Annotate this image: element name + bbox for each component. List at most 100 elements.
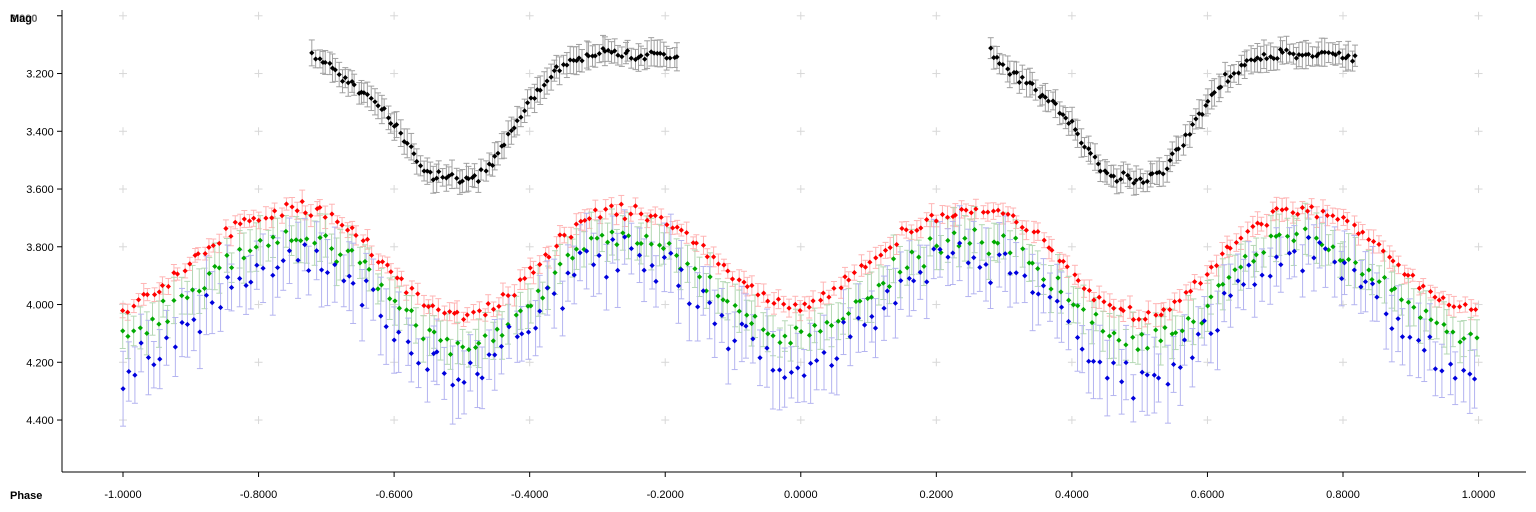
data-point bbox=[408, 144, 414, 150]
data-point bbox=[977, 264, 983, 271]
data-point bbox=[1192, 279, 1198, 285]
data-point bbox=[596, 51, 602, 57]
data-point bbox=[1351, 222, 1358, 228]
x-tick-label: -0.2000 bbox=[647, 489, 684, 501]
data-point bbox=[1049, 247, 1055, 253]
data-point bbox=[1352, 53, 1358, 59]
data-point bbox=[1299, 205, 1305, 211]
data-point bbox=[209, 299, 215, 306]
data-point bbox=[179, 319, 185, 326]
data-point bbox=[1173, 330, 1179, 336]
data-point bbox=[172, 344, 178, 350]
data-point bbox=[1162, 325, 1168, 331]
data-point bbox=[793, 325, 799, 331]
data-point bbox=[568, 234, 574, 240]
data-point bbox=[776, 367, 783, 373]
data-point bbox=[328, 246, 335, 252]
data-point bbox=[1119, 379, 1125, 385]
data-point bbox=[995, 240, 1001, 246]
data-point bbox=[184, 321, 191, 328]
data-point bbox=[1135, 347, 1141, 353]
data-point bbox=[911, 278, 917, 284]
data-point bbox=[1070, 302, 1077, 308]
data-point bbox=[1107, 302, 1113, 308]
data-point bbox=[349, 225, 355, 231]
data-point bbox=[1190, 319, 1197, 325]
data-point bbox=[592, 207, 598, 213]
data-point bbox=[425, 304, 432, 310]
data-point bbox=[156, 289, 162, 295]
data-point bbox=[537, 308, 543, 314]
data-point bbox=[157, 356, 163, 362]
data-point bbox=[802, 301, 808, 307]
data-point bbox=[648, 49, 654, 55]
data-point bbox=[674, 224, 680, 230]
data-point bbox=[950, 250, 956, 256]
data-point bbox=[145, 354, 152, 361]
data-point bbox=[801, 373, 807, 379]
data-point bbox=[369, 252, 375, 258]
data-point bbox=[525, 329, 532, 335]
data-point bbox=[1189, 121, 1196, 128]
data-point bbox=[436, 168, 442, 175]
data-point bbox=[1398, 297, 1405, 303]
data-point bbox=[383, 324, 389, 330]
data-point bbox=[317, 234, 323, 241]
data-point bbox=[1330, 244, 1336, 250]
data-point bbox=[404, 140, 410, 146]
data-point bbox=[613, 212, 620, 218]
data-point bbox=[862, 264, 869, 270]
data-point bbox=[1130, 334, 1136, 340]
data-point bbox=[322, 214, 328, 220]
data-point bbox=[431, 351, 437, 357]
data-point bbox=[1040, 283, 1047, 289]
data-point bbox=[1468, 307, 1474, 313]
data-point bbox=[160, 298, 166, 304]
data-point bbox=[385, 115, 392, 121]
data-point bbox=[821, 349, 827, 356]
data-point bbox=[132, 372, 138, 378]
data-point bbox=[855, 315, 862, 321]
data-point bbox=[1058, 289, 1064, 295]
data-point bbox=[189, 287, 196, 293]
data-point bbox=[414, 158, 420, 165]
data-point bbox=[1339, 55, 1346, 61]
data-point bbox=[1039, 92, 1045, 98]
data-point bbox=[761, 290, 767, 296]
data-point bbox=[339, 78, 346, 84]
data-point bbox=[1086, 287, 1092, 294]
data-point bbox=[628, 211, 634, 217]
data-point bbox=[1075, 277, 1081, 284]
data-point bbox=[286, 248, 293, 254]
data-point bbox=[195, 251, 201, 257]
data-point bbox=[1000, 210, 1006, 217]
data-point bbox=[1299, 52, 1305, 58]
data-point bbox=[1019, 224, 1025, 230]
data-point bbox=[764, 345, 770, 351]
data-point bbox=[447, 351, 454, 357]
data-point bbox=[876, 282, 882, 288]
data-point bbox=[241, 255, 247, 261]
data-point bbox=[141, 291, 147, 297]
data-point bbox=[1291, 248, 1297, 254]
data-point bbox=[1149, 170, 1155, 177]
data-point bbox=[1253, 252, 1259, 258]
data-point bbox=[308, 212, 314, 219]
data-point bbox=[323, 233, 329, 239]
data-point bbox=[1023, 80, 1030, 86]
data-point bbox=[1047, 294, 1053, 300]
data-point bbox=[608, 49, 615, 56]
data-point bbox=[444, 336, 450, 342]
data-point bbox=[1074, 131, 1081, 137]
data-point bbox=[1072, 272, 1078, 278]
data-point bbox=[372, 99, 378, 105]
data-point bbox=[232, 219, 238, 225]
data-point bbox=[1204, 271, 1210, 278]
data-point bbox=[1045, 98, 1051, 104]
data-point bbox=[518, 114, 524, 120]
data-point bbox=[1216, 282, 1222, 288]
data-point bbox=[447, 309, 453, 315]
data-point bbox=[579, 58, 585, 64]
data-point bbox=[441, 370, 447, 377]
